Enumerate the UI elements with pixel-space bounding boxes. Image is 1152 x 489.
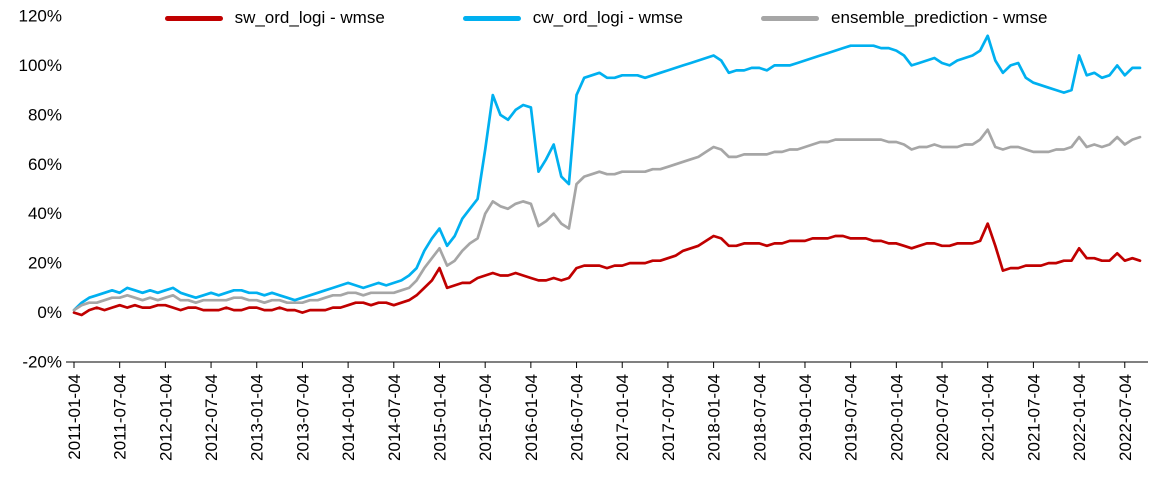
x-tick-label: 2019-01-04 bbox=[796, 374, 815, 461]
x-tick-label: 2011-07-04 bbox=[111, 374, 130, 460]
legend-item-sw-ord-logi: sw_ord_logi - wmse bbox=[164, 8, 385, 28]
chart-legend: sw_ord_logi - wmse cw_ord_logi - wmse en… bbox=[60, 8, 1152, 28]
x-tick-label: 2021-07-04 bbox=[1024, 374, 1043, 461]
y-tick-label: 120% bbox=[19, 7, 62, 26]
y-tick-label: 0% bbox=[37, 303, 62, 322]
legend-item-cw-ord-logi: cw_ord_logi - wmse bbox=[462, 8, 684, 28]
blue-line-swatch-icon bbox=[462, 15, 521, 21]
x-tick-label: 2020-07-04 bbox=[933, 374, 952, 461]
x-tick-label: 2011-01-04 bbox=[65, 374, 84, 460]
x-tick-label: 2012-07-04 bbox=[202, 374, 221, 461]
x-tick-label: 2016-07-04 bbox=[568, 374, 587, 461]
y-tick-label: 40% bbox=[28, 204, 62, 223]
x-tick-label: 2022-07-04 bbox=[1116, 374, 1135, 461]
legend-item-ensemble-prediction: ensemble_prediction - wmse bbox=[761, 8, 1047, 28]
series-line-2 bbox=[72, 128, 1142, 312]
x-tick-label: 2014-07-04 bbox=[385, 374, 404, 461]
x-tick-label: 2014-01-04 bbox=[339, 374, 358, 461]
x-tick-label: 2015-07-04 bbox=[476, 374, 495, 461]
x-tick-label: 2016-01-04 bbox=[522, 374, 541, 461]
x-tick-label: 2022-01-04 bbox=[1070, 374, 1089, 461]
y-tick-label: 20% bbox=[28, 254, 62, 273]
y-tick-label: -20% bbox=[22, 353, 62, 372]
legend-label-sw-ord-logi: sw_ord_logi - wmse bbox=[234, 8, 385, 27]
red-line-swatch-icon bbox=[164, 15, 223, 21]
y-tick-label: 80% bbox=[28, 105, 62, 124]
x-tick-label: 2018-01-04 bbox=[705, 374, 724, 461]
x-tick-label: 2015-01-04 bbox=[430, 374, 449, 461]
x-tick-label: 2012-01-04 bbox=[156, 374, 175, 461]
x-tick-label: 2020-01-04 bbox=[887, 374, 906, 461]
x-tick-label: 2017-07-04 bbox=[659, 374, 678, 461]
x-tick-label: 2013-01-04 bbox=[248, 374, 267, 461]
legend-label-cw-ord-logi: cw_ord_logi - wmse bbox=[532, 8, 684, 27]
x-tick-label: 2019-07-04 bbox=[842, 374, 861, 461]
x-tick-label: 2013-07-04 bbox=[293, 374, 312, 461]
series-line-1 bbox=[72, 34, 1142, 312]
series-line-0 bbox=[72, 222, 1142, 317]
x-tick-label: 2021-01-04 bbox=[979, 374, 998, 461]
y-tick-label: 60% bbox=[28, 155, 62, 174]
legend-label-ensemble-prediction: ensemble_prediction - wmse bbox=[831, 8, 1048, 27]
y-tick-label: 100% bbox=[19, 56, 62, 75]
gray-line-swatch-icon bbox=[761, 15, 820, 21]
x-tick-label: 2017-01-04 bbox=[613, 374, 632, 461]
x-tick-label: 2018-07-04 bbox=[750, 374, 769, 461]
